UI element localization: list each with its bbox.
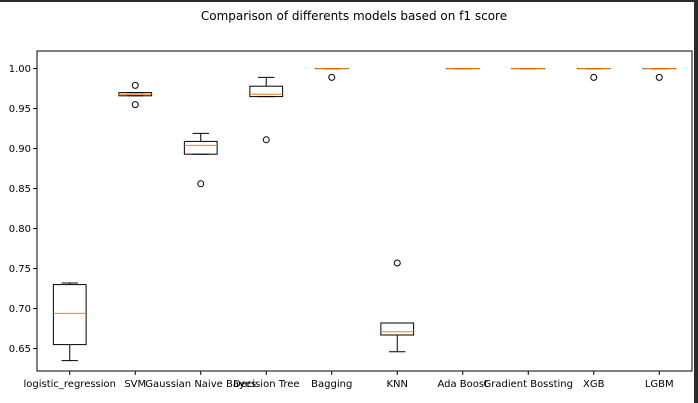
- x-tick-label: LGBM: [645, 379, 674, 390]
- window-right-border: [694, 0, 698, 403]
- outlier-point: [197, 180, 205, 188]
- x-axis: logistic_regression SVM Gaussian Naive Bay…: [23, 371, 674, 390]
- y-tick-label: 0.70: [9, 304, 31, 315]
- x-tick-label: Bagging: [311, 379, 352, 390]
- outlier-point: [590, 73, 598, 81]
- box-body: [183, 140, 218, 155]
- chart-title: Comparison of differents models based on…: [201, 9, 507, 23]
- x-tick-label: KNN: [386, 379, 408, 390]
- box-body: [249, 85, 284, 98]
- x-tick-label: Gaussian Naive Bayes: [145, 379, 256, 390]
- y-axis: 0.65 0.70 0.75 0.80 0.85 0.90 0.95 1.00: [9, 64, 37, 355]
- y-tick-label: 0.80: [9, 224, 31, 235]
- window-top-border: [0, 0, 698, 2]
- box-series: [52, 68, 677, 362]
- outlier-point: [328, 73, 336, 81]
- outlier-point: [262, 136, 270, 144]
- y-tick-label: 0.75: [9, 264, 31, 275]
- x-tick-label: Ada Boost: [437, 379, 488, 390]
- box-lgbm: [642, 68, 677, 81]
- box-logistic-regression: [52, 282, 87, 362]
- box-knn: [380, 259, 415, 353]
- x-tick-label: logistic_regression: [23, 379, 116, 390]
- outlier-point: [655, 73, 663, 81]
- x-tick-label: Gradient Bossting: [484, 379, 574, 390]
- box-bagging: [314, 68, 349, 81]
- x-tick-label: SVM: [124, 379, 146, 390]
- box-gaussian-naive-bayes: [183, 132, 218, 188]
- box-svm: [118, 81, 153, 109]
- plot-area-frame: [36, 50, 693, 372]
- outlier-point: [131, 101, 139, 109]
- x-tick-label: Decision Tree: [233, 379, 300, 390]
- outlier-point: [393, 259, 401, 267]
- x-tick-label: XGB: [583, 379, 605, 390]
- y-tick-label: 0.90: [9, 144, 31, 155]
- y-tick-label: 0.95: [9, 104, 31, 115]
- box-xgb: [576, 68, 611, 81]
- box-decision-tree: [249, 76, 284, 144]
- y-tick-label: 0.65: [9, 344, 31, 355]
- box-body: [380, 322, 415, 336]
- y-tick-label: 0.85: [9, 184, 31, 195]
- outlier-point: [131, 81, 139, 89]
- y-tick-label: 1.00: [9, 64, 31, 75]
- box-body: [52, 284, 87, 346]
